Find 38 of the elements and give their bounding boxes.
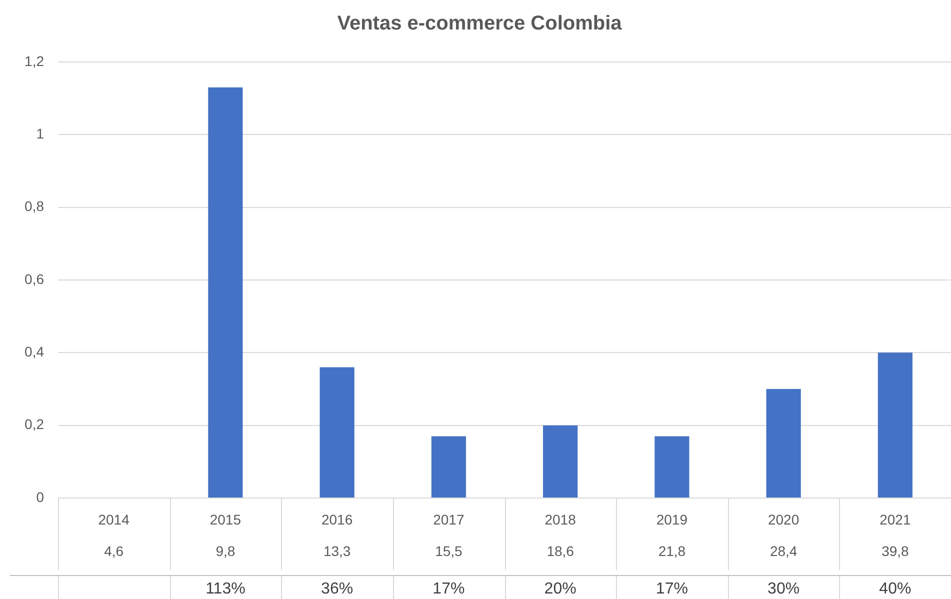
text: 4,6 xyxy=(104,542,124,559)
y-tick-label: 0 xyxy=(36,488,44,505)
text: 15,5 xyxy=(435,542,463,559)
x-tick-label: 2017 xyxy=(433,511,464,528)
data-label: 17% xyxy=(656,580,688,598)
text: 21,8 xyxy=(658,542,686,559)
data-label: 20% xyxy=(544,580,576,598)
bar xyxy=(543,425,578,498)
data-label: 40% xyxy=(879,580,912,598)
y-tick-label: 0,4 xyxy=(24,344,44,360)
text: 39,8 xyxy=(882,542,910,559)
bar xyxy=(208,87,243,498)
y-tick-label: 1,2 xyxy=(24,52,44,69)
bar xyxy=(654,436,690,498)
x-tick-label: 2021 xyxy=(880,511,911,528)
text: 13,3 xyxy=(323,542,351,559)
bar xyxy=(878,352,912,498)
chart-title: Ventas e-commerce Colombia xyxy=(337,12,623,35)
text: 9,8 xyxy=(216,542,236,559)
y-tick-label: 0,2 xyxy=(24,416,44,432)
x-tick-label: 2019 xyxy=(656,511,688,528)
x-tick-label: 2014 xyxy=(98,511,130,528)
x-tick-label: 2015 xyxy=(210,511,242,528)
x-tick-label: 2018 xyxy=(544,511,576,528)
x-tick-label: 2020 xyxy=(768,511,800,528)
bar xyxy=(766,389,801,498)
x-tick-label: 2016 xyxy=(321,511,353,528)
data-label: 30% xyxy=(768,580,800,598)
bar xyxy=(320,367,354,498)
text: 18,6 xyxy=(546,542,574,559)
text: 28,4 xyxy=(770,542,798,559)
y-tick-label: 0,6 xyxy=(24,270,44,287)
bar xyxy=(431,436,466,498)
y-tick-label: 1 xyxy=(36,126,44,142)
data-label: 113% xyxy=(206,580,246,598)
data-label: 36% xyxy=(321,580,354,598)
y-tick-label: 0,8 xyxy=(24,198,44,214)
data-label: 17% xyxy=(432,580,465,598)
